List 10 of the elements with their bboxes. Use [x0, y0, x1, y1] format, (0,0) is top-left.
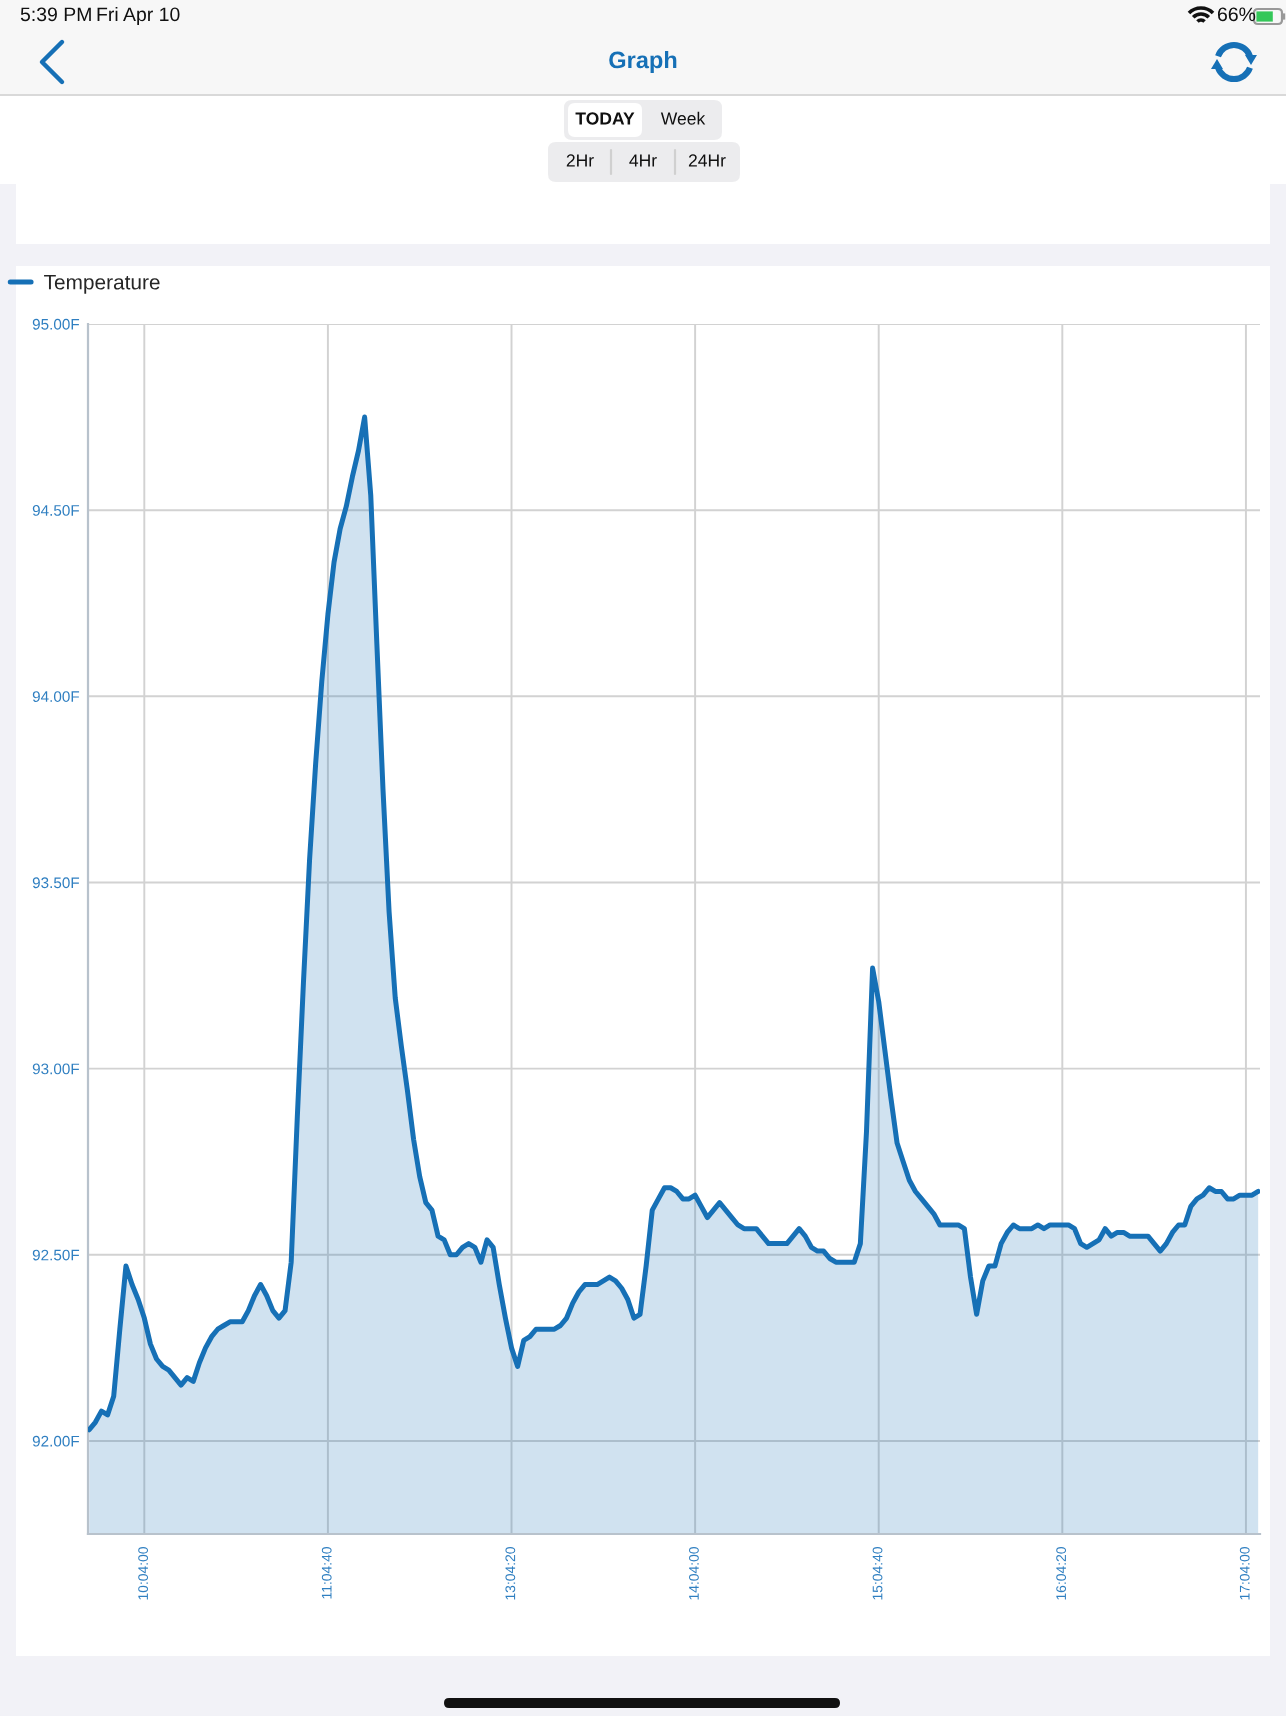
text: Week [660, 111, 706, 125]
chart-title: Graph [609, 51, 677, 73]
text: 5:39 PM [20, 7, 91, 22]
text: 66% [1217, 7, 1256, 22]
text: Fri Apr 10 [97, 6, 180, 26]
text: 24Hr [688, 154, 726, 167]
text: 2Hr [566, 154, 594, 167]
text: TODAY [575, 112, 635, 125]
text: 4Hr [629, 154, 657, 167]
legend-label: Temperature [44, 275, 160, 294]
